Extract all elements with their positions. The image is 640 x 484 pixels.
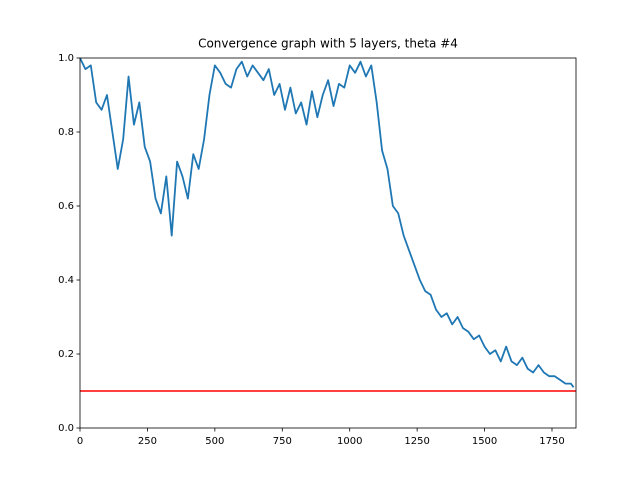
x-tick-label: 1000 (337, 436, 362, 447)
y-tick-label: 0.0 (58, 423, 74, 434)
y-tick-label: 0.6 (58, 201, 74, 212)
chart-title: Convergence graph with 5 layers, theta #… (198, 37, 458, 51)
y-tick-label: 0.4 (58, 275, 74, 286)
x-tick-label: 1500 (472, 436, 497, 447)
x-tick-label: 750 (273, 436, 292, 447)
x-tick-label: 1250 (404, 436, 429, 447)
x-tick-label: 500 (205, 436, 224, 447)
x-tick-label: 0 (77, 436, 83, 447)
y-tick-label: 0.2 (58, 349, 74, 360)
x-tick-label: 1750 (539, 436, 564, 447)
plot-frame (79, 57, 577, 429)
data-line (79, 57, 575, 388)
y-tick-label: 0.8 (58, 127, 74, 138)
x-tick-label: 250 (138, 436, 157, 447)
y-tick-label: 1.0 (58, 53, 74, 64)
